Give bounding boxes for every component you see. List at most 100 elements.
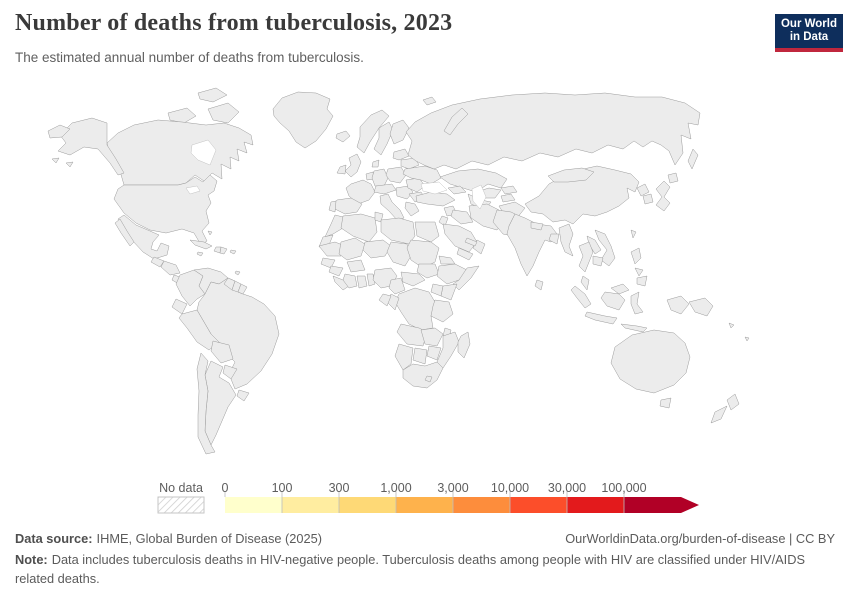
country-vietnam[interactable] — [594, 229, 616, 267]
country-thailand[interactable] — [578, 241, 594, 273]
country-saudi-arabia[interactable] — [442, 223, 478, 253]
country-myanmar[interactable] — [558, 223, 574, 257]
country-japan[interactable] — [655, 180, 671, 212]
country-iraq[interactable] — [450, 209, 474, 225]
country-norway[interactable] — [356, 109, 390, 154]
legend-segment-5[interactable] — [510, 497, 567, 513]
country-sierra-leone-liberia[interactable] — [332, 275, 350, 291]
country-somalia[interactable] — [452, 265, 480, 291]
country-chukotka-russia[interactable] — [47, 124, 71, 139]
legend-segment-6[interactable] — [567, 497, 624, 513]
country-drc[interactable] — [394, 287, 436, 331]
country-finland[interactable] — [389, 119, 410, 145]
country-canada-victoria[interactable] — [167, 107, 197, 124]
country-jamaica[interactable] — [196, 251, 204, 257]
country-germany[interactable] — [371, 168, 389, 187]
country-ecuador[interactable] — [171, 298, 188, 315]
country-poland[interactable] — [385, 166, 407, 184]
country-north-korea[interactable] — [636, 183, 650, 197]
country-java[interactable] — [584, 311, 618, 325]
country-france[interactable] — [345, 179, 376, 205]
country-cambodia[interactable] — [592, 255, 604, 267]
country-sakhalin[interactable] — [687, 148, 699, 170]
country-solomon-islands[interactable] — [728, 322, 735, 329]
country-iceland[interactable] — [335, 130, 351, 143]
country-new-zealand-south[interactable] — [710, 405, 728, 424]
country-tajikistan[interactable] — [500, 193, 516, 203]
country-canada[interactable] — [106, 119, 254, 186]
country-russia[interactable] — [405, 92, 701, 170]
country-malaysia-borneo[interactable] — [610, 283, 630, 295]
country-ireland[interactable] — [336, 164, 347, 175]
country-west-papua[interactable] — [666, 295, 690, 315]
country-puerto-rico[interactable] — [229, 249, 237, 255]
country-uruguay[interactable] — [236, 389, 250, 402]
country-zimbabwe[interactable] — [426, 345, 442, 361]
country-baltics[interactable] — [392, 148, 410, 161]
country-aleutians-2[interactable] — [65, 161, 74, 168]
country-new-zealand-north[interactable] — [726, 393, 740, 411]
country-czech-austria[interactable] — [373, 183, 397, 195]
country-italy[interactable] — [379, 193, 405, 221]
legend-segment-1[interactable] — [282, 497, 339, 513]
country-sulawesi[interactable] — [630, 291, 644, 315]
country-ghana[interactable] — [356, 275, 368, 289]
country-chad[interactable] — [386, 241, 412, 267]
country-algeria[interactable] — [340, 213, 378, 243]
country-sweden[interactable] — [373, 121, 394, 156]
country-south-korea[interactable] — [642, 193, 654, 205]
country-togo-benin[interactable] — [366, 273, 376, 287]
country-burkina-faso[interactable] — [346, 259, 366, 273]
country-taiwan[interactable] — [630, 229, 637, 239]
country-hokkaido[interactable] — [667, 172, 679, 184]
legend-segment-3[interactable] — [396, 497, 453, 513]
country-baja-mexico[interactable] — [114, 218, 135, 247]
country-philippines-luzon[interactable] — [630, 247, 642, 265]
country-egypt[interactable] — [414, 221, 440, 243]
country-south-sudan[interactable] — [416, 263, 440, 279]
country-south-africa[interactable] — [402, 361, 444, 389]
country-caucasus[interactable] — [447, 185, 467, 195]
country-guatemala[interactable] — [150, 256, 165, 268]
country-angola[interactable] — [396, 323, 428, 347]
country-philippines-visayas[interactable] — [634, 267, 644, 277]
legend-segment-0[interactable] — [225, 497, 282, 513]
legend-segment-2[interactable] — [339, 497, 396, 513]
country-canada-ellesmere[interactable] — [197, 87, 228, 103]
country-botswana[interactable] — [412, 347, 428, 365]
country-french-guiana[interactable] — [237, 283, 248, 295]
country-greenland[interactable] — [272, 91, 334, 149]
owid-logo[interactable]: Our World in Data — [775, 14, 843, 52]
country-gabon[interactable] — [378, 293, 392, 307]
country-nepal[interactable] — [530, 221, 544, 231]
country-alaska[interactable] — [57, 117, 125, 176]
country-malaysia[interactable] — [580, 275, 590, 291]
country-papua-new-guinea[interactable] — [688, 297, 714, 317]
country-eritrea[interactable] — [438, 255, 456, 265]
country-yemen[interactable] — [456, 247, 474, 261]
country-mozambique[interactable] — [436, 331, 460, 369]
country-kyrgyzstan[interactable] — [500, 185, 518, 195]
country-canada-baffin[interactable] — [207, 102, 240, 124]
country-lesotho[interactable] — [424, 375, 433, 383]
country-australia[interactable] — [610, 329, 691, 394]
data-source-text[interactable]: IHME, Global Burden of Disease (2025) — [96, 531, 323, 546]
country-guinea[interactable] — [328, 265, 344, 277]
country-philippines-mindanao[interactable] — [636, 275, 648, 287]
country-aleutians[interactable] — [51, 157, 60, 164]
country-lesser-sunda[interactable] — [620, 323, 648, 333]
country-trinidad[interactable] — [234, 270, 241, 276]
country-chile[interactable] — [196, 352, 216, 455]
country-vanuatu[interactable] — [744, 336, 750, 342]
country-uk[interactable] — [344, 153, 362, 178]
country-central-african-republic[interactable] — [400, 271, 426, 287]
country-cameroon[interactable] — [388, 277, 406, 295]
footer-link[interactable]: OurWorldinData.org/burden-of-disease | C… — [565, 531, 835, 546]
country-zambia[interactable] — [420, 327, 444, 347]
country-tasmania[interactable] — [659, 397, 672, 409]
country-cuba[interactable] — [189, 239, 213, 250]
country-svalbard[interactable] — [422, 96, 437, 106]
country-honduras-nicaragua[interactable] — [160, 260, 181, 276]
country-kalimantan[interactable] — [600, 291, 626, 311]
country-dominican-republic[interactable] — [219, 246, 228, 255]
